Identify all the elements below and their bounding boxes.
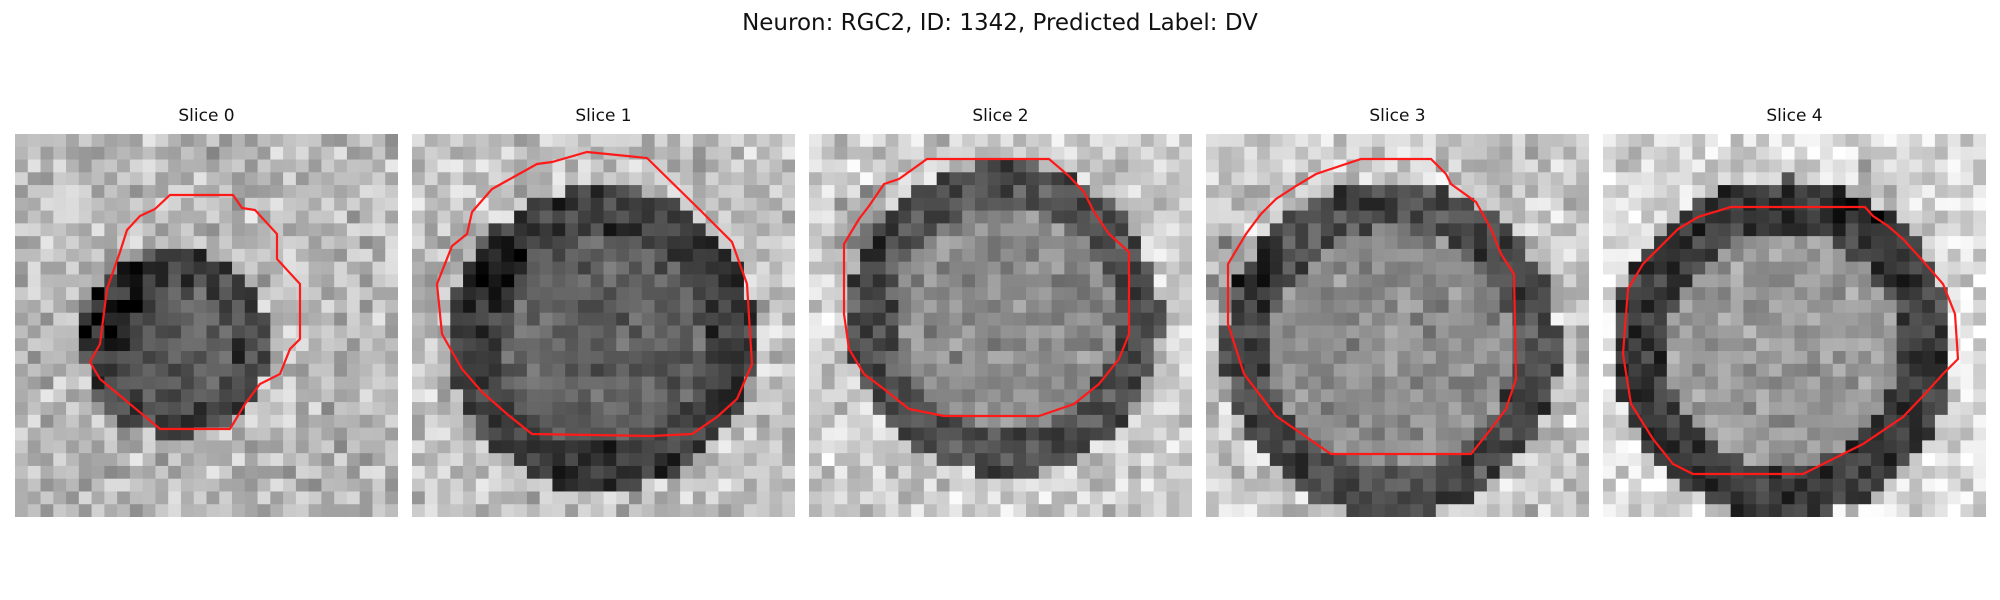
- slice-image-0: [15, 134, 398, 517]
- slice-title-3: Slice 3: [1369, 106, 1426, 126]
- cell-contour: [88, 193, 302, 431]
- micrograph-pixels: [412, 134, 795, 517]
- slice-image-1: [412, 134, 795, 517]
- micrograph-pixels: [1206, 134, 1589, 517]
- cell-contour: [1621, 205, 1960, 476]
- slice-panel-3: Slice 3: [1206, 106, 1589, 517]
- slice-title-4: Slice 4: [1766, 106, 1823, 126]
- micrograph-pixels: [809, 134, 1192, 517]
- slice-image-4: [1603, 134, 1986, 517]
- micrograph-pixels: [1603, 134, 1986, 517]
- cell-contour: [435, 150, 754, 438]
- slice-panel-4: Slice 4: [1603, 106, 1986, 517]
- micrograph-pixels: [15, 134, 398, 517]
- slice-image-2: [809, 134, 1192, 517]
- slice-panel-0: Slice 0: [15, 106, 398, 517]
- slice-panel-2: Slice 2: [809, 106, 1192, 517]
- slice-title-2: Slice 2: [972, 106, 1029, 126]
- slice-panel-1: Slice 1: [412, 106, 795, 517]
- cell-contour: [1226, 157, 1518, 456]
- figure-title: Neuron: RGC2, ID: 1342, Predicted Label:…: [742, 10, 1258, 36]
- cell-contour: [842, 157, 1131, 418]
- slice-title-0: Slice 0: [178, 106, 235, 126]
- slice-image-3: [1206, 134, 1589, 517]
- slice-title-1: Slice 1: [575, 106, 632, 126]
